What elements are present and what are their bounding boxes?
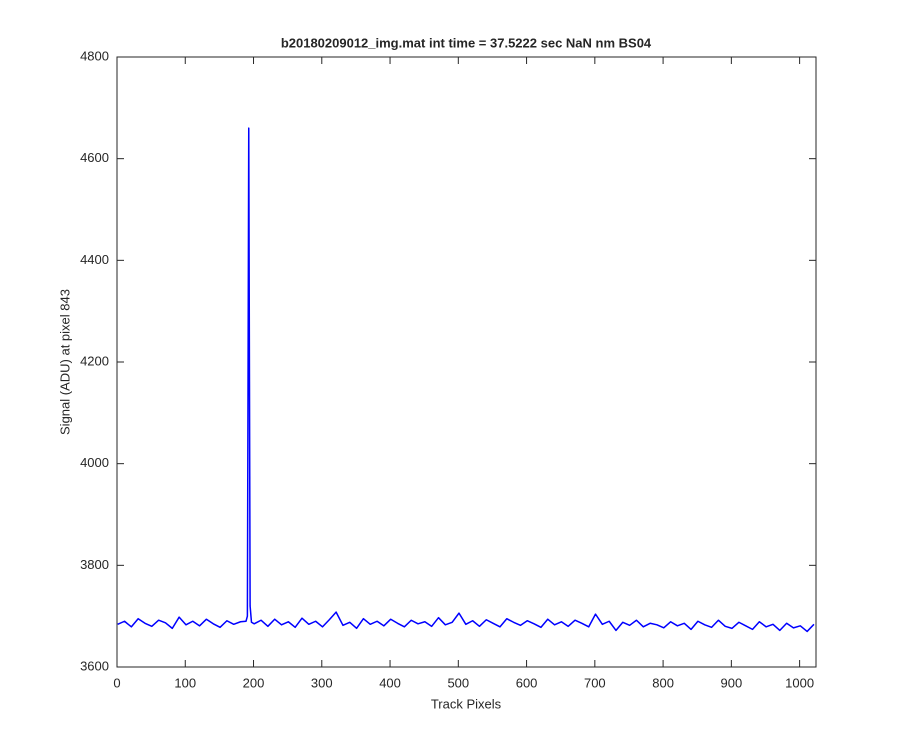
x-axis-label: Track Pixels xyxy=(431,696,502,711)
y-tick-label: 4600 xyxy=(80,150,109,165)
y-tick-label: 3600 xyxy=(80,658,109,673)
x-tick-label: 300 xyxy=(311,675,333,690)
y-tick-label: 3800 xyxy=(80,557,109,572)
x-tick-label: 100 xyxy=(174,675,196,690)
y-axis-label: Signal (ADU) at pixel 843 xyxy=(57,289,72,435)
x-tick-label: 1000 xyxy=(785,675,814,690)
x-tick-label: 700 xyxy=(584,675,606,690)
x-tick-label: 500 xyxy=(447,675,469,690)
y-tick-label: 4000 xyxy=(80,455,109,470)
x-tick-label: 0 xyxy=(113,675,120,690)
axes-frame xyxy=(116,56,817,668)
y-tick-label: 4200 xyxy=(80,353,109,368)
chart-title: b20180209012_img.mat int time = 37.5222 … xyxy=(281,35,652,50)
y-tick-label: 4400 xyxy=(80,252,109,267)
x-tick-label: 800 xyxy=(652,675,674,690)
x-tick-label: 600 xyxy=(516,675,538,690)
data-line xyxy=(117,127,815,633)
y-tick-label: 4800 xyxy=(80,48,109,63)
x-tick-label: 900 xyxy=(721,675,743,690)
x-tick-label: 400 xyxy=(379,675,401,690)
x-tick-label: 200 xyxy=(243,675,265,690)
